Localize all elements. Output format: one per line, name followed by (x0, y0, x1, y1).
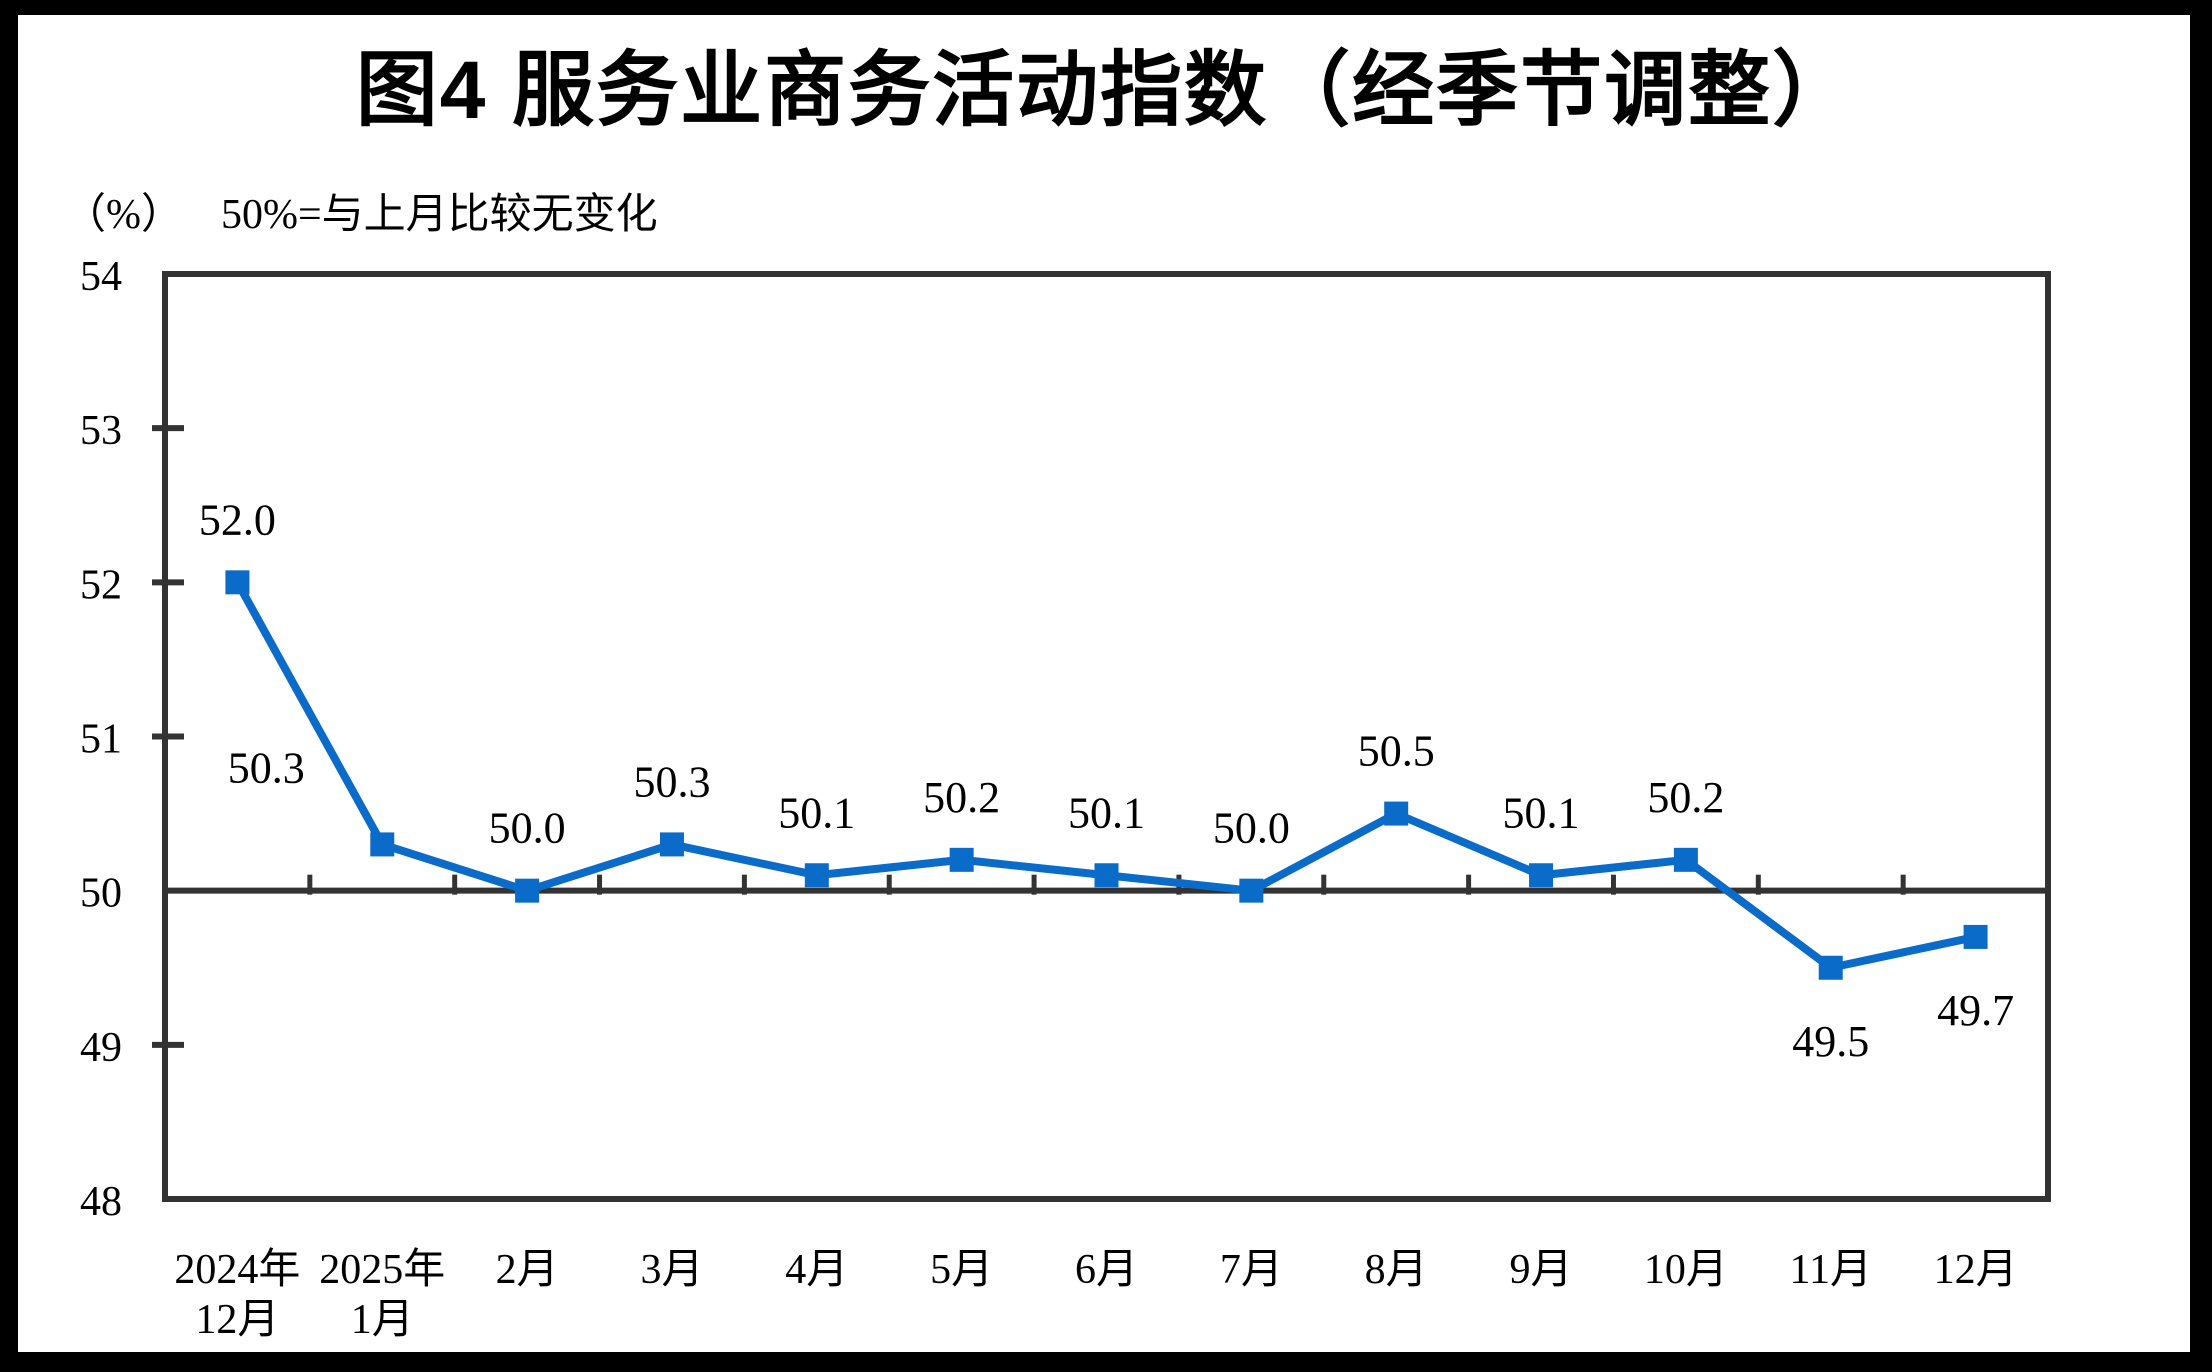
y-tick-label: 54 (80, 254, 122, 300)
plot-border (162, 271, 2051, 1202)
data-point-marker (370, 832, 395, 857)
data-point-marker (1818, 955, 1843, 980)
x-tick-label: 11月 (1790, 1247, 1872, 1293)
x-tick-label: 2025年 (319, 1246, 445, 1293)
chart-title: 图4 服务业商务活动指数（经季节调整） (355, 45, 1857, 136)
data-point-label: 52.0 (199, 495, 276, 544)
data-point-marker (949, 847, 974, 872)
data-point-label: 50.0 (489, 804, 566, 853)
data-point-label: 50.2 (923, 773, 1000, 822)
data-point-label: 50.1 (778, 788, 855, 837)
y-axis-unit-label: （%） (64, 192, 183, 238)
axis-unit-note: （%） 50%=与上月比较无变化 (64, 180, 658, 241)
x-tick-label: 5月 (930, 1247, 993, 1293)
data-point-marker (1239, 878, 1264, 903)
x-tick-label: 1月 (351, 1297, 414, 1343)
data-point-marker (1384, 801, 1409, 826)
y-tick-label: 50 (80, 871, 122, 917)
data-point-marker (1963, 924, 1988, 949)
baseline-meaning-note: 50%=与上月比较无变化 (221, 192, 658, 238)
data-point-marker (225, 570, 250, 595)
data-point-label: 50.1 (1068, 788, 1145, 837)
x-tick-label: 8月 (1365, 1247, 1428, 1293)
x-tick-label: 2月 (496, 1247, 559, 1293)
y-tick-label: 52 (80, 562, 122, 608)
x-tick-label: 12月 (195, 1297, 279, 1343)
x-tick-label: 3月 (640, 1247, 703, 1293)
y-tick-label: 49 (80, 1025, 122, 1071)
data-point-label: 50.5 (1358, 727, 1435, 776)
x-tick-label: 6月 (1075, 1247, 1138, 1293)
data-point-label: 49.5 (1792, 1017, 1869, 1066)
data-point-label: 50.0 (1213, 804, 1290, 853)
y-tick-label: 48 (80, 1179, 122, 1225)
data-point-label: 50.2 (1647, 773, 1724, 822)
x-tick-label: 2024年 (174, 1246, 300, 1293)
data-point-label: 50.3 (228, 743, 305, 792)
data-point-marker (1094, 863, 1119, 888)
x-tick-label: 7月 (1220, 1247, 1283, 1293)
data-point-label: 50.1 (1503, 788, 1580, 837)
data-point-marker (804, 863, 829, 888)
y-tick-label: 51 (80, 717, 122, 763)
data-point-label: 49.7 (1937, 986, 2014, 1035)
x-tick-label: 9月 (1510, 1247, 1573, 1293)
data-point-marker (659, 832, 684, 857)
data-point-label: 50.3 (633, 757, 710, 806)
data-point-marker (1529, 863, 1554, 888)
x-tick-label: 10月 (1644, 1247, 1728, 1293)
y-tick-label: 53 (80, 408, 122, 454)
x-tick-label: 4月 (785, 1247, 848, 1293)
chart-canvas (18, 15, 2190, 1352)
data-point-marker (1673, 847, 1698, 872)
data-point-marker (515, 878, 540, 903)
x-tick-label: 12月 (1934, 1247, 2018, 1293)
